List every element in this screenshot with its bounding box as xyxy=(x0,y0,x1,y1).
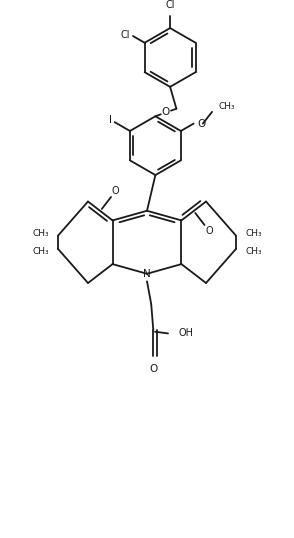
Text: I: I xyxy=(109,116,112,125)
Text: CH₃: CH₃ xyxy=(245,229,262,237)
Text: CH₃: CH₃ xyxy=(32,229,49,237)
Text: N: N xyxy=(143,269,151,279)
Text: CH₃: CH₃ xyxy=(219,102,235,111)
Text: CH₃: CH₃ xyxy=(245,247,262,256)
Text: O: O xyxy=(112,186,119,196)
Text: O: O xyxy=(205,226,213,236)
Text: CH₃: CH₃ xyxy=(32,247,49,256)
Text: Cl: Cl xyxy=(165,1,175,10)
Text: O: O xyxy=(198,118,206,129)
Text: OH: OH xyxy=(178,328,193,338)
Text: Cl: Cl xyxy=(120,30,130,40)
Text: O: O xyxy=(162,108,170,117)
Text: O: O xyxy=(149,364,157,374)
